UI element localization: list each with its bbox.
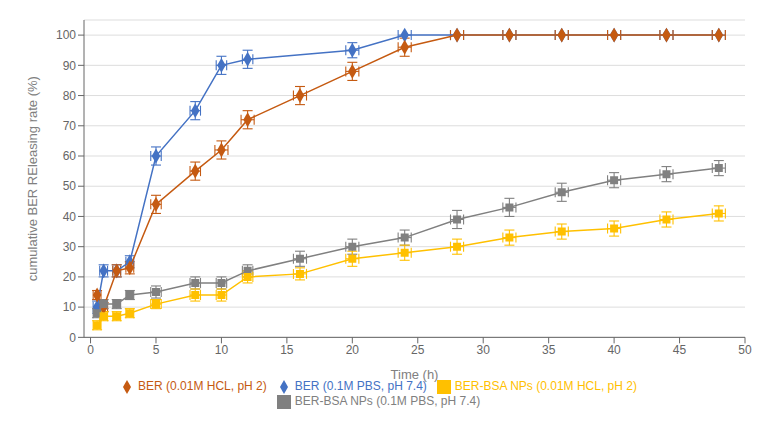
html-text:BER (0.01M HCL, pH 2): BER (0.01M HCL, pH 2) (138, 379, 267, 394)
svg-text:80: 80 (63, 89, 77, 103)
html-text:BER-BSA NPs (0.1M PBS, pH 7.4): BER-BSA NPs (0.1M PBS, pH 7.4) (294, 394, 481, 409)
svg-text:0: 0 (87, 343, 94, 357)
svg-text:0: 0 (69, 331, 76, 345)
svg-text:40: 40 (607, 343, 621, 357)
svg-text:90: 90 (63, 59, 77, 73)
svg-text:70: 70 (63, 119, 77, 133)
svg-text:10: 10 (215, 343, 229, 357)
svg-text:30: 30 (477, 343, 491, 357)
svg-text:Time (h): Time (h) (391, 367, 439, 382)
svg-text:20: 20 (63, 270, 77, 284)
svg-text:45: 45 (673, 343, 687, 357)
html-text:BER (0.1M PBS, pH 7.4): BER (0.1M PBS, pH 7.4) (294, 379, 427, 394)
svg-text:20: 20 (346, 343, 360, 357)
svg-text:15: 15 (280, 343, 294, 357)
html-text:BER-BSA NPs (0.01M HCL, pH 2): BER-BSA NPs (0.01M HCL, pH 2) (454, 379, 637, 394)
svg-text:35: 35 (542, 343, 556, 357)
svg-text:10: 10 (63, 300, 77, 314)
svg-text:50: 50 (738, 343, 752, 357)
svg-text:30: 30 (63, 240, 77, 254)
svg-text:5: 5 (153, 343, 160, 357)
svg-text:100: 100 (56, 28, 76, 42)
svg-text:40: 40 (63, 210, 77, 224)
svg-text:50: 50 (63, 179, 77, 193)
svg-text:25: 25 (411, 343, 425, 357)
svg-text:cumulative BER REleasing rate: cumulative BER REleasing rate (%) (25, 76, 40, 281)
svg-text:60: 60 (63, 149, 77, 163)
